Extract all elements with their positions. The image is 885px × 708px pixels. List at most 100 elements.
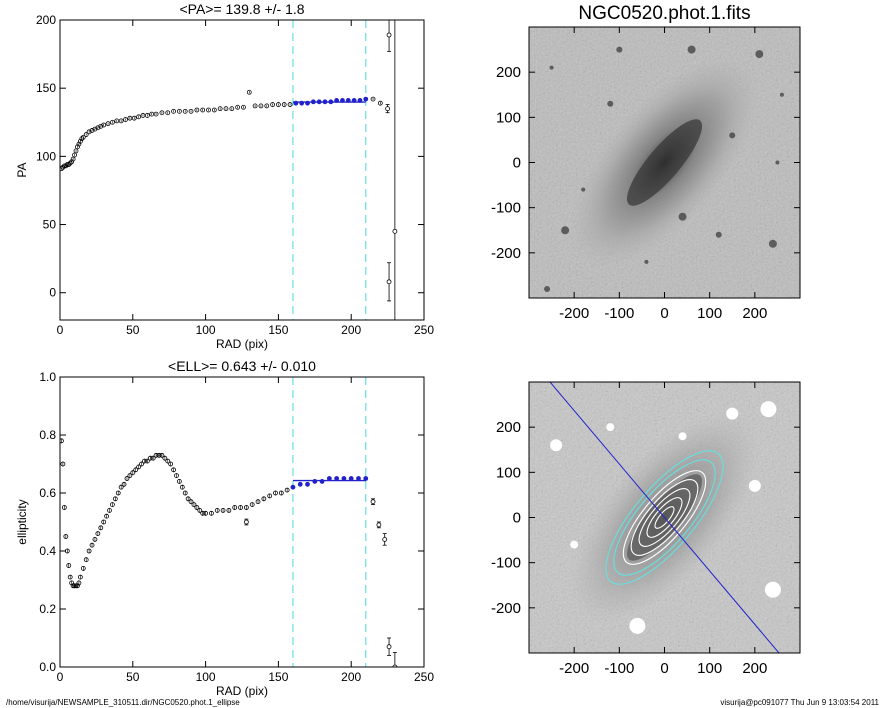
data-point: [89, 542, 95, 548]
plot-area: [60, 20, 398, 320]
data-point: [123, 117, 128, 122]
data-point: [77, 574, 83, 580]
data-point: [194, 505, 200, 510]
data-point: [273, 490, 278, 496]
x-tick-label: 200: [742, 305, 767, 322]
star: [768, 239, 777, 248]
data-point: [83, 132, 89, 137]
data-point: [182, 490, 188, 496]
mask-region: [764, 581, 781, 598]
plot-title: <ELL>= 0.643 +/- 0.010: [168, 358, 316, 374]
star: [775, 160, 780, 165]
data-point: [153, 452, 159, 458]
data-point: [61, 163, 67, 169]
data-point: [246, 89, 252, 95]
x-tick-label: 150: [268, 670, 288, 684]
y-tick-label: 200: [496, 419, 521, 436]
data-point: [241, 104, 246, 110]
galaxy-image: [529, 27, 800, 298]
data-point: [80, 134, 86, 140]
data-point: [121, 481, 127, 487]
y-tick-label: 0: [513, 510, 521, 527]
x-tick-label: 250: [414, 323, 434, 337]
data-point: [270, 102, 275, 107]
data-point: [66, 162, 72, 167]
x-axis-label: RAD (pix): [216, 337, 268, 351]
data-point: [182, 108, 188, 114]
data-point: [188, 108, 194, 114]
data-point: [77, 138, 83, 144]
data-point: [211, 107, 217, 113]
data-point: [80, 566, 86, 571]
data-point: [174, 473, 179, 479]
y-axis-label: ellipticity: [15, 499, 29, 544]
y-tick-label: 100: [36, 149, 56, 163]
data-point: [75, 144, 80, 150]
data-point: [203, 510, 209, 516]
y-tick-label: 0.8: [39, 428, 56, 442]
major-axis-line: [549, 382, 780, 653]
data-point: [79, 136, 85, 142]
data-point: [95, 531, 101, 536]
star: [729, 132, 736, 139]
data-point: [130, 470, 136, 476]
y-tick-label: -100: [491, 200, 521, 217]
data-point: [136, 464, 142, 470]
x-tick-label: 0: [57, 670, 64, 684]
x-tick-label: 200: [341, 670, 361, 684]
isophotes: [605, 450, 724, 585]
data-point: [290, 484, 296, 490]
data-point: [220, 507, 226, 513]
data-point: [261, 496, 267, 502]
data-point: [60, 164, 66, 170]
plot-frame: [59, 19, 425, 321]
y-tick-label: 0.6: [39, 486, 56, 500]
data-point: [223, 106, 229, 112]
y-tick-label: 100: [496, 109, 521, 126]
star: [544, 285, 551, 292]
star: [561, 226, 570, 235]
data-point: [136, 114, 142, 120]
data-point: [171, 108, 176, 114]
mask-region: [570, 540, 579, 549]
outlier-point: [386, 279, 392, 285]
y-tick-label: 100: [496, 464, 521, 481]
data-point: [63, 534, 69, 539]
data-point: [144, 113, 150, 118]
x-tick-label: 50: [126, 323, 140, 337]
data-point: [252, 103, 258, 109]
outlier-point: [370, 499, 376, 505]
data-point: [255, 499, 261, 505]
data-point: [107, 507, 112, 513]
star: [549, 65, 554, 70]
data-point: [275, 102, 281, 107]
mask-region: [748, 479, 761, 492]
plot-pa: [59, 19, 425, 321]
data-point: [209, 510, 214, 516]
outlier-point: [386, 644, 392, 650]
x-tick-label: 0: [57, 323, 64, 337]
plot-frame: [59, 376, 425, 668]
star: [607, 100, 614, 107]
isophote-ellipse: [654, 506, 675, 529]
data-point: [176, 108, 182, 114]
data-point: [98, 123, 104, 129]
data-point: [66, 563, 72, 568]
isophote-ellipse: [646, 497, 683, 538]
data-point: [147, 455, 153, 461]
data-point: [101, 122, 107, 128]
star: [779, 92, 784, 97]
image-title: NGC0520.phot.1.fits: [578, 3, 750, 24]
x-tick-label: -200: [559, 305, 589, 322]
isophote-ellipse: [638, 488, 691, 547]
outlier-point: [392, 228, 398, 234]
data-point: [67, 160, 73, 166]
y-tick-label: 50: [43, 218, 57, 232]
data-point: [89, 128, 95, 133]
x-tick-label: 0: [660, 660, 668, 677]
data-point: [101, 519, 107, 525]
data-point: [229, 106, 235, 112]
y-tick-label: 200: [496, 64, 521, 81]
data-point: [118, 484, 124, 490]
star: [678, 212, 687, 221]
